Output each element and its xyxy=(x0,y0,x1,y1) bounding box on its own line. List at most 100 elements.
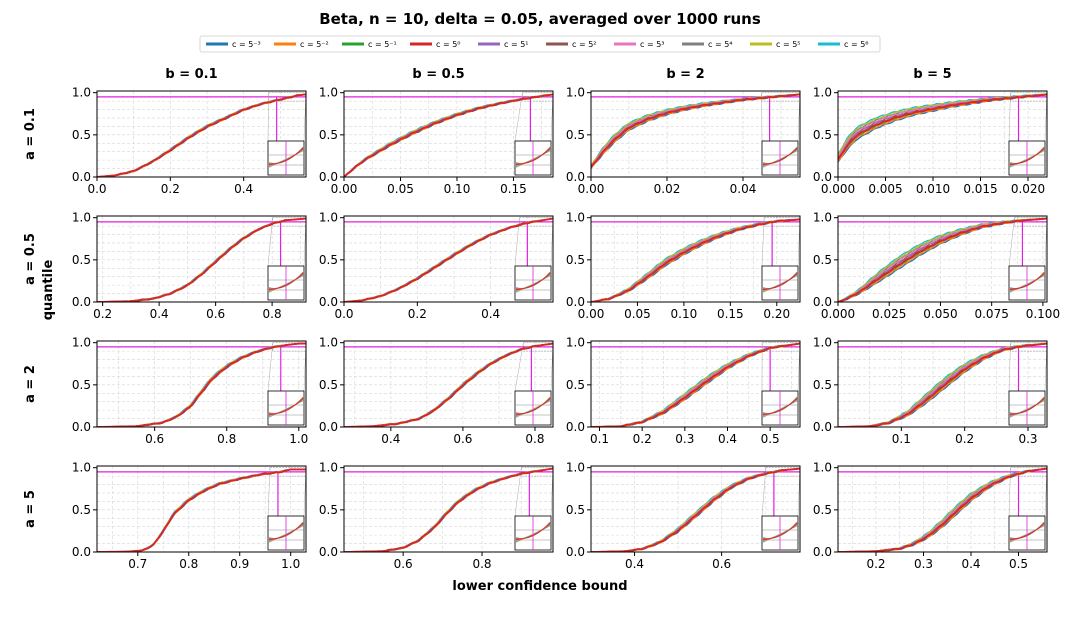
legend-label: c = 5⁻² xyxy=(300,40,329,49)
y-tick-label: 0.0 xyxy=(72,170,91,184)
legend: c = 5⁻³ c = 5⁻² c = 5⁻¹ c = 5⁰ c = 5¹ c = 5² c… xyxy=(199,35,881,53)
x-tick-label: 0.4 xyxy=(718,432,737,446)
x-tick-label: 0.2 xyxy=(633,432,652,446)
x-tick-label: 0.000 xyxy=(821,182,855,196)
legend-entry: c = 5⁻¹ xyxy=(342,40,397,49)
panel-frame xyxy=(590,340,801,428)
column-title: b = 0.5 xyxy=(412,67,464,82)
y-tick-label: 0.5 xyxy=(566,503,585,517)
panel-plot xyxy=(97,92,306,177)
legend-label: c = 5⁶ xyxy=(844,40,868,49)
row-titles: a = 0.1 a = 0.5 a = 2 a = 5 xyxy=(23,108,38,528)
panel-plot xyxy=(838,92,1047,163)
x-tick-label: 0.3 xyxy=(1018,432,1037,446)
zoom-inset xyxy=(267,515,305,551)
x-tick-label: 1.0 xyxy=(281,557,300,571)
x-tick-label: 0.8 xyxy=(472,557,491,571)
x-axis-label: lower confidence bound xyxy=(452,579,627,594)
x-tick-label: 0.05 xyxy=(624,307,651,321)
zoom-inset xyxy=(1008,515,1046,551)
y-tick-label: 0.0 xyxy=(72,420,91,434)
y-tick-label: 1.0 xyxy=(566,336,585,350)
inset-series xyxy=(762,523,798,540)
panel-frame xyxy=(837,90,1048,178)
panel-plot xyxy=(591,467,800,552)
legend-label: c = 5⁴ xyxy=(708,40,732,49)
panel: 0.0 0.5 1.0 0.6 0.8 1.0 xyxy=(72,336,308,446)
panel-plot xyxy=(97,217,306,302)
legend-label: c = 5² xyxy=(572,40,596,49)
y-tick-label: 0.5 xyxy=(319,253,338,267)
panel-frame xyxy=(590,465,801,553)
x-tick-label: 0.6 xyxy=(453,432,472,446)
panel: 0.0 0.5 1.0 0.00 0.05 0.10 0.15 0.20 xyxy=(566,211,801,321)
legend-entry: c = 5¹ xyxy=(478,40,528,49)
row-title: a = 5 xyxy=(23,490,38,528)
series-line xyxy=(838,217,1047,302)
y-tick-label: 0.0 xyxy=(72,295,91,309)
zoom-region xyxy=(761,342,800,352)
x-tick-label: 0.0 xyxy=(87,182,106,196)
x-tick-label: 0.2 xyxy=(955,432,974,446)
panel-frame xyxy=(343,215,554,303)
panel: 0.0 0.5 1.0 0.7 0.8 0.9 1.0 xyxy=(72,461,307,571)
legend-label: c = 5⁵ xyxy=(776,40,800,49)
series-line xyxy=(97,93,306,177)
panel-frame xyxy=(837,215,1048,303)
panel: 0.0 0.5 1.0 0.0 0.2 0.4 xyxy=(72,86,307,196)
x-tick-label: 0.15 xyxy=(500,182,527,196)
panel: 0.0 0.5 1.0 0.4 0.6 0.8 xyxy=(319,336,554,446)
x-tick-label: 0.5 xyxy=(1009,557,1028,571)
panel-plot xyxy=(97,342,306,427)
legend-entry: c = 5⁶ xyxy=(818,40,868,49)
inset-series xyxy=(515,398,551,415)
x-tick-label: 1.0 xyxy=(289,432,308,446)
x-tick-label: 0.1 xyxy=(892,432,911,446)
legend-entry: c = 5⁰ xyxy=(410,40,460,49)
y-tick-label: 1.0 xyxy=(72,211,91,225)
y-tick-label: 0.5 xyxy=(813,253,832,267)
x-tick-label: 0.15 xyxy=(717,307,744,321)
zoom-inset xyxy=(267,265,305,301)
legend-entry: c = 5² xyxy=(546,40,596,49)
y-tick-label: 1.0 xyxy=(319,461,338,475)
panel: 0.0 0.5 1.0 0.2 0.4 0.6 0.8 xyxy=(72,211,307,321)
y-tick-label: 0.0 xyxy=(319,545,338,559)
series-line xyxy=(838,467,1047,552)
x-tick-label: 0.2 xyxy=(93,307,112,321)
zoom-region xyxy=(521,467,553,477)
inset-connector xyxy=(267,342,274,392)
x-tick-label: 0.015 xyxy=(963,182,997,196)
zoom-inset xyxy=(761,265,799,301)
y-tick-label: 0.0 xyxy=(319,420,338,434)
panel-plot xyxy=(838,467,1047,552)
panel: 0.0 0.5 1.0 0.00 0.05 0.10 0.15 xyxy=(319,86,554,196)
y-tick-label: 0.5 xyxy=(566,253,585,267)
inset-series xyxy=(762,148,798,165)
inset-connector xyxy=(267,217,273,267)
column-title: b = 0.1 xyxy=(165,67,217,82)
panel-frame xyxy=(590,215,801,303)
y-tick-label: 0.0 xyxy=(566,170,585,184)
inset-series xyxy=(762,273,798,290)
x-tick-label: 0.8 xyxy=(179,557,198,571)
y-tick-label: 0.0 xyxy=(813,170,832,184)
x-tick-label: 0.6 xyxy=(394,557,413,571)
series-line xyxy=(591,218,800,302)
panel: 0.0 0.5 1.0 0.000 0.025 0.050 0.075 0.100 xyxy=(813,211,1060,321)
inset-series xyxy=(515,148,551,165)
x-tick-label: 0.10 xyxy=(671,307,698,321)
inset-series xyxy=(268,273,304,290)
x-tick-label: 0.1 xyxy=(590,432,609,446)
series-line xyxy=(838,342,1047,427)
chart-title: Beta, n = 10, delta = 0.05, averaged ove… xyxy=(319,10,761,28)
zoom-region xyxy=(268,92,306,102)
series-line xyxy=(591,342,800,427)
x-tick-label: 0.00 xyxy=(331,182,358,196)
y-tick-label: 1.0 xyxy=(813,461,832,475)
inset-series xyxy=(1009,523,1045,540)
zoom-inset xyxy=(514,140,552,176)
panel: 0.0 0.5 1.0 0.4 0.6 xyxy=(566,461,801,571)
x-tick-label: 0.10 xyxy=(444,182,471,196)
zoom-region xyxy=(523,342,553,352)
